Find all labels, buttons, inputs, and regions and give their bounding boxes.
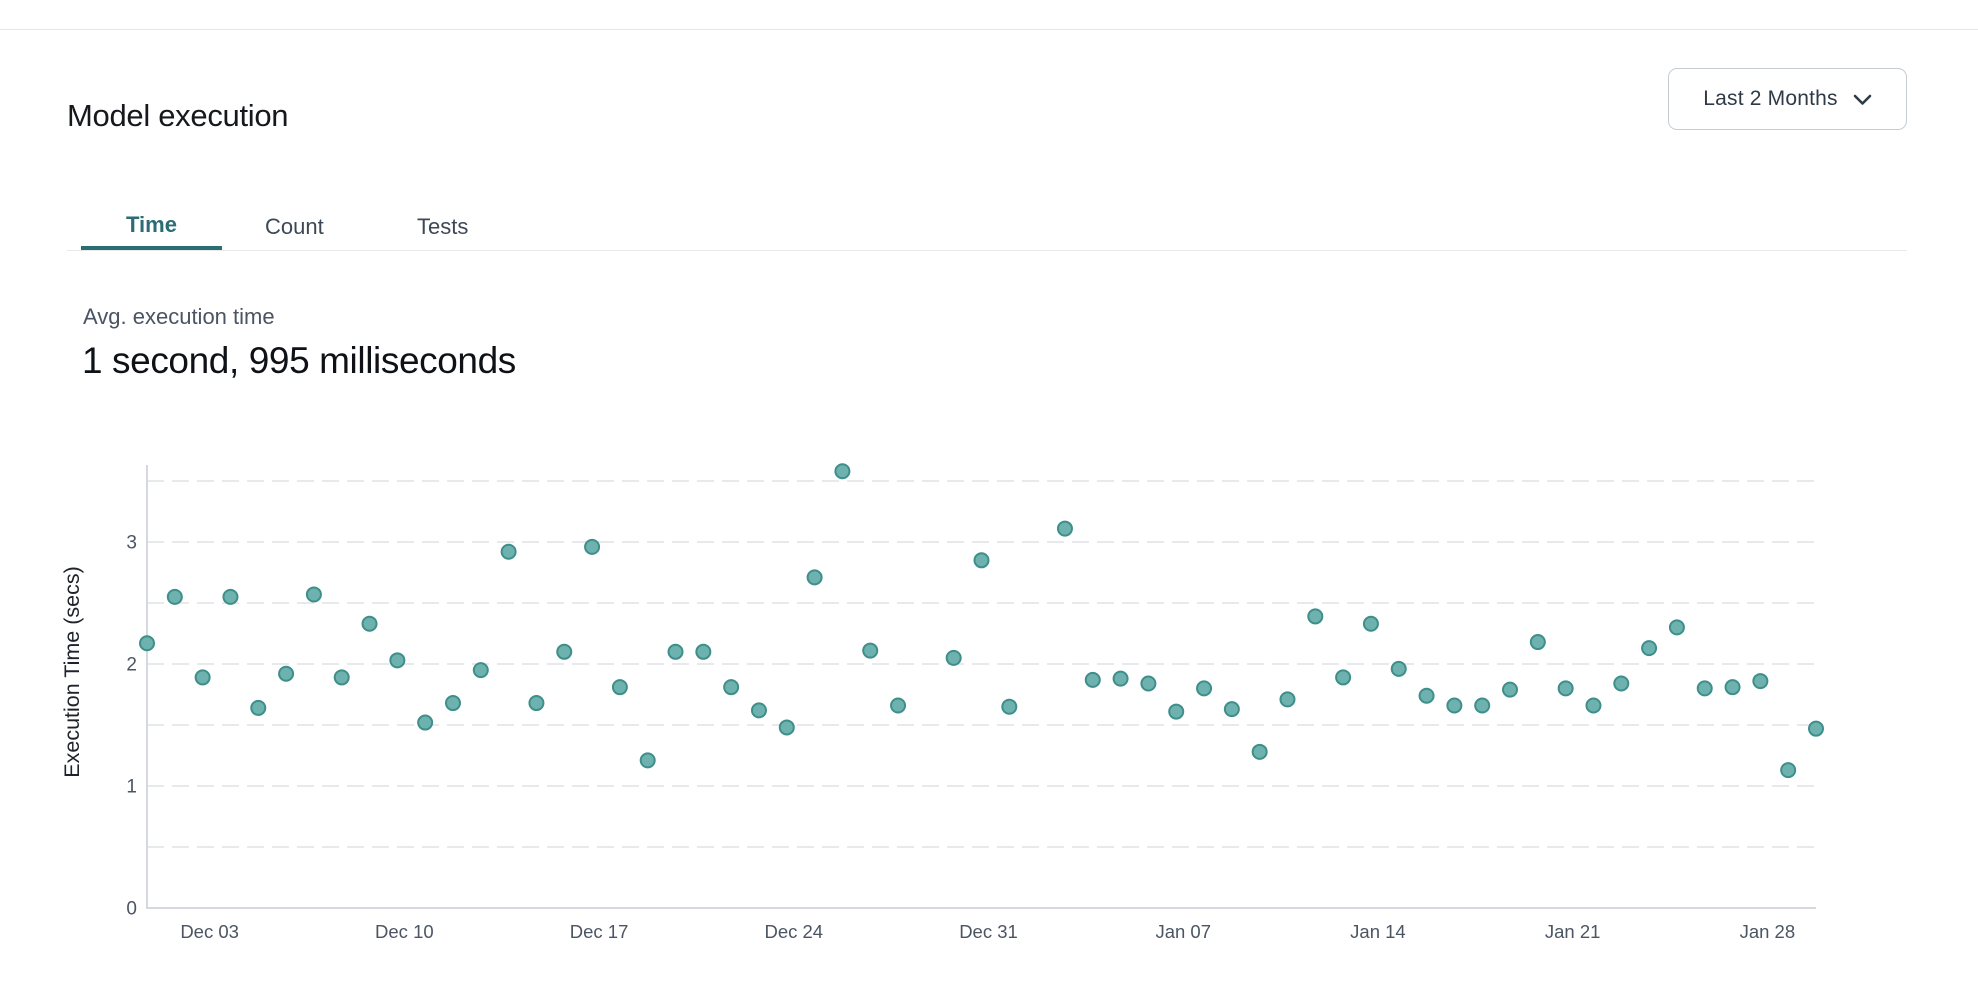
data-point: [1001, 698, 1018, 715]
data-point: [1362, 615, 1379, 632]
tabs-divider: [67, 250, 1907, 251]
data-point: [1613, 675, 1630, 692]
data-point: [1752, 673, 1769, 690]
data-point: [862, 642, 879, 659]
data-point: [584, 538, 601, 555]
date-range-value: Last 2 Months: [1703, 87, 1838, 110]
data-point: [611, 679, 628, 696]
data-point: [361, 615, 378, 632]
data-point: [695, 643, 712, 660]
data-point: [1307, 608, 1324, 625]
data-point: [1696, 680, 1713, 697]
data-point: [1140, 675, 1157, 692]
x-tick-label: Dec 03: [180, 921, 239, 942]
date-range-dropdown[interactable]: Last 2 Months: [1668, 68, 1907, 130]
data-point: [1168, 703, 1185, 720]
data-point: [305, 586, 322, 603]
data-point: [250, 699, 267, 716]
x-tick-label: Jan 07: [1155, 921, 1211, 942]
chevron-down-icon: [1853, 94, 1872, 105]
x-tick-label: Dec 17: [570, 921, 629, 942]
x-tick-label: Jan 28: [1740, 921, 1796, 942]
tab-tests[interactable]: Tests: [417, 213, 469, 239]
data-point: [1084, 671, 1101, 688]
data-point: [1808, 720, 1824, 737]
data-point: [472, 662, 489, 679]
data-point: [417, 714, 434, 731]
y-tick-label: 0: [126, 899, 137, 920]
metric-value: 1 second, 995 milliseconds: [82, 340, 516, 381]
data-point: [139, 635, 155, 652]
data-point: [973, 552, 990, 569]
data-point: [1112, 670, 1129, 687]
data-point: [1557, 680, 1574, 697]
x-tick-label: Jan 14: [1350, 921, 1406, 942]
data-point: [1668, 619, 1685, 636]
data-point: [444, 695, 461, 712]
data-point: [1196, 680, 1213, 697]
data-point: [389, 652, 406, 669]
x-tick-label: Jan 21: [1545, 921, 1601, 942]
data-point: [945, 649, 962, 666]
data-point: [1446, 697, 1463, 714]
data-point: [1390, 660, 1407, 677]
x-tick-label: Dec 31: [959, 921, 1018, 942]
data-point: [1724, 679, 1741, 696]
tab-count[interactable]: Count: [265, 213, 324, 239]
data-point: [1780, 762, 1797, 779]
data-point: [528, 695, 545, 712]
data-point: [333, 669, 350, 686]
y-tick-label: 1: [126, 777, 137, 798]
data-point: [1418, 687, 1435, 704]
data-point: [750, 702, 767, 719]
data-point: [166, 588, 183, 605]
data-point: [1502, 681, 1519, 698]
data-point: [1056, 520, 1073, 537]
data-point: [1251, 743, 1268, 760]
data-point: [556, 643, 573, 660]
y-tick-label: 3: [126, 533, 137, 554]
data-point: [1335, 669, 1352, 686]
x-tick-label: Dec 10: [375, 921, 434, 942]
data-point: [667, 643, 684, 660]
data-point: [278, 665, 295, 682]
data-point: [1223, 701, 1240, 718]
data-point: [1641, 640, 1658, 657]
data-point: [1474, 697, 1491, 714]
y-axis-title: Execution Time (secs): [60, 566, 84, 777]
data-point: [500, 543, 517, 560]
top-divider: [0, 29, 1978, 30]
data-point: [1529, 634, 1546, 651]
data-point: [806, 569, 823, 586]
page-title: Model execution: [67, 97, 289, 133]
metric-label: Avg. execution time: [83, 304, 275, 329]
data-point: [890, 697, 907, 714]
data-point: [778, 719, 795, 736]
x-tick-label: Dec 24: [764, 921, 823, 942]
data-point: [834, 463, 851, 480]
data-point: [1279, 691, 1296, 708]
tab-time[interactable]: Time: [81, 203, 222, 250]
data-point: [723, 679, 740, 696]
data-point: [222, 588, 239, 605]
data-point: [194, 669, 211, 686]
y-tick-label: 2: [126, 655, 137, 676]
data-point: [639, 752, 656, 769]
data-point: [1585, 697, 1602, 714]
